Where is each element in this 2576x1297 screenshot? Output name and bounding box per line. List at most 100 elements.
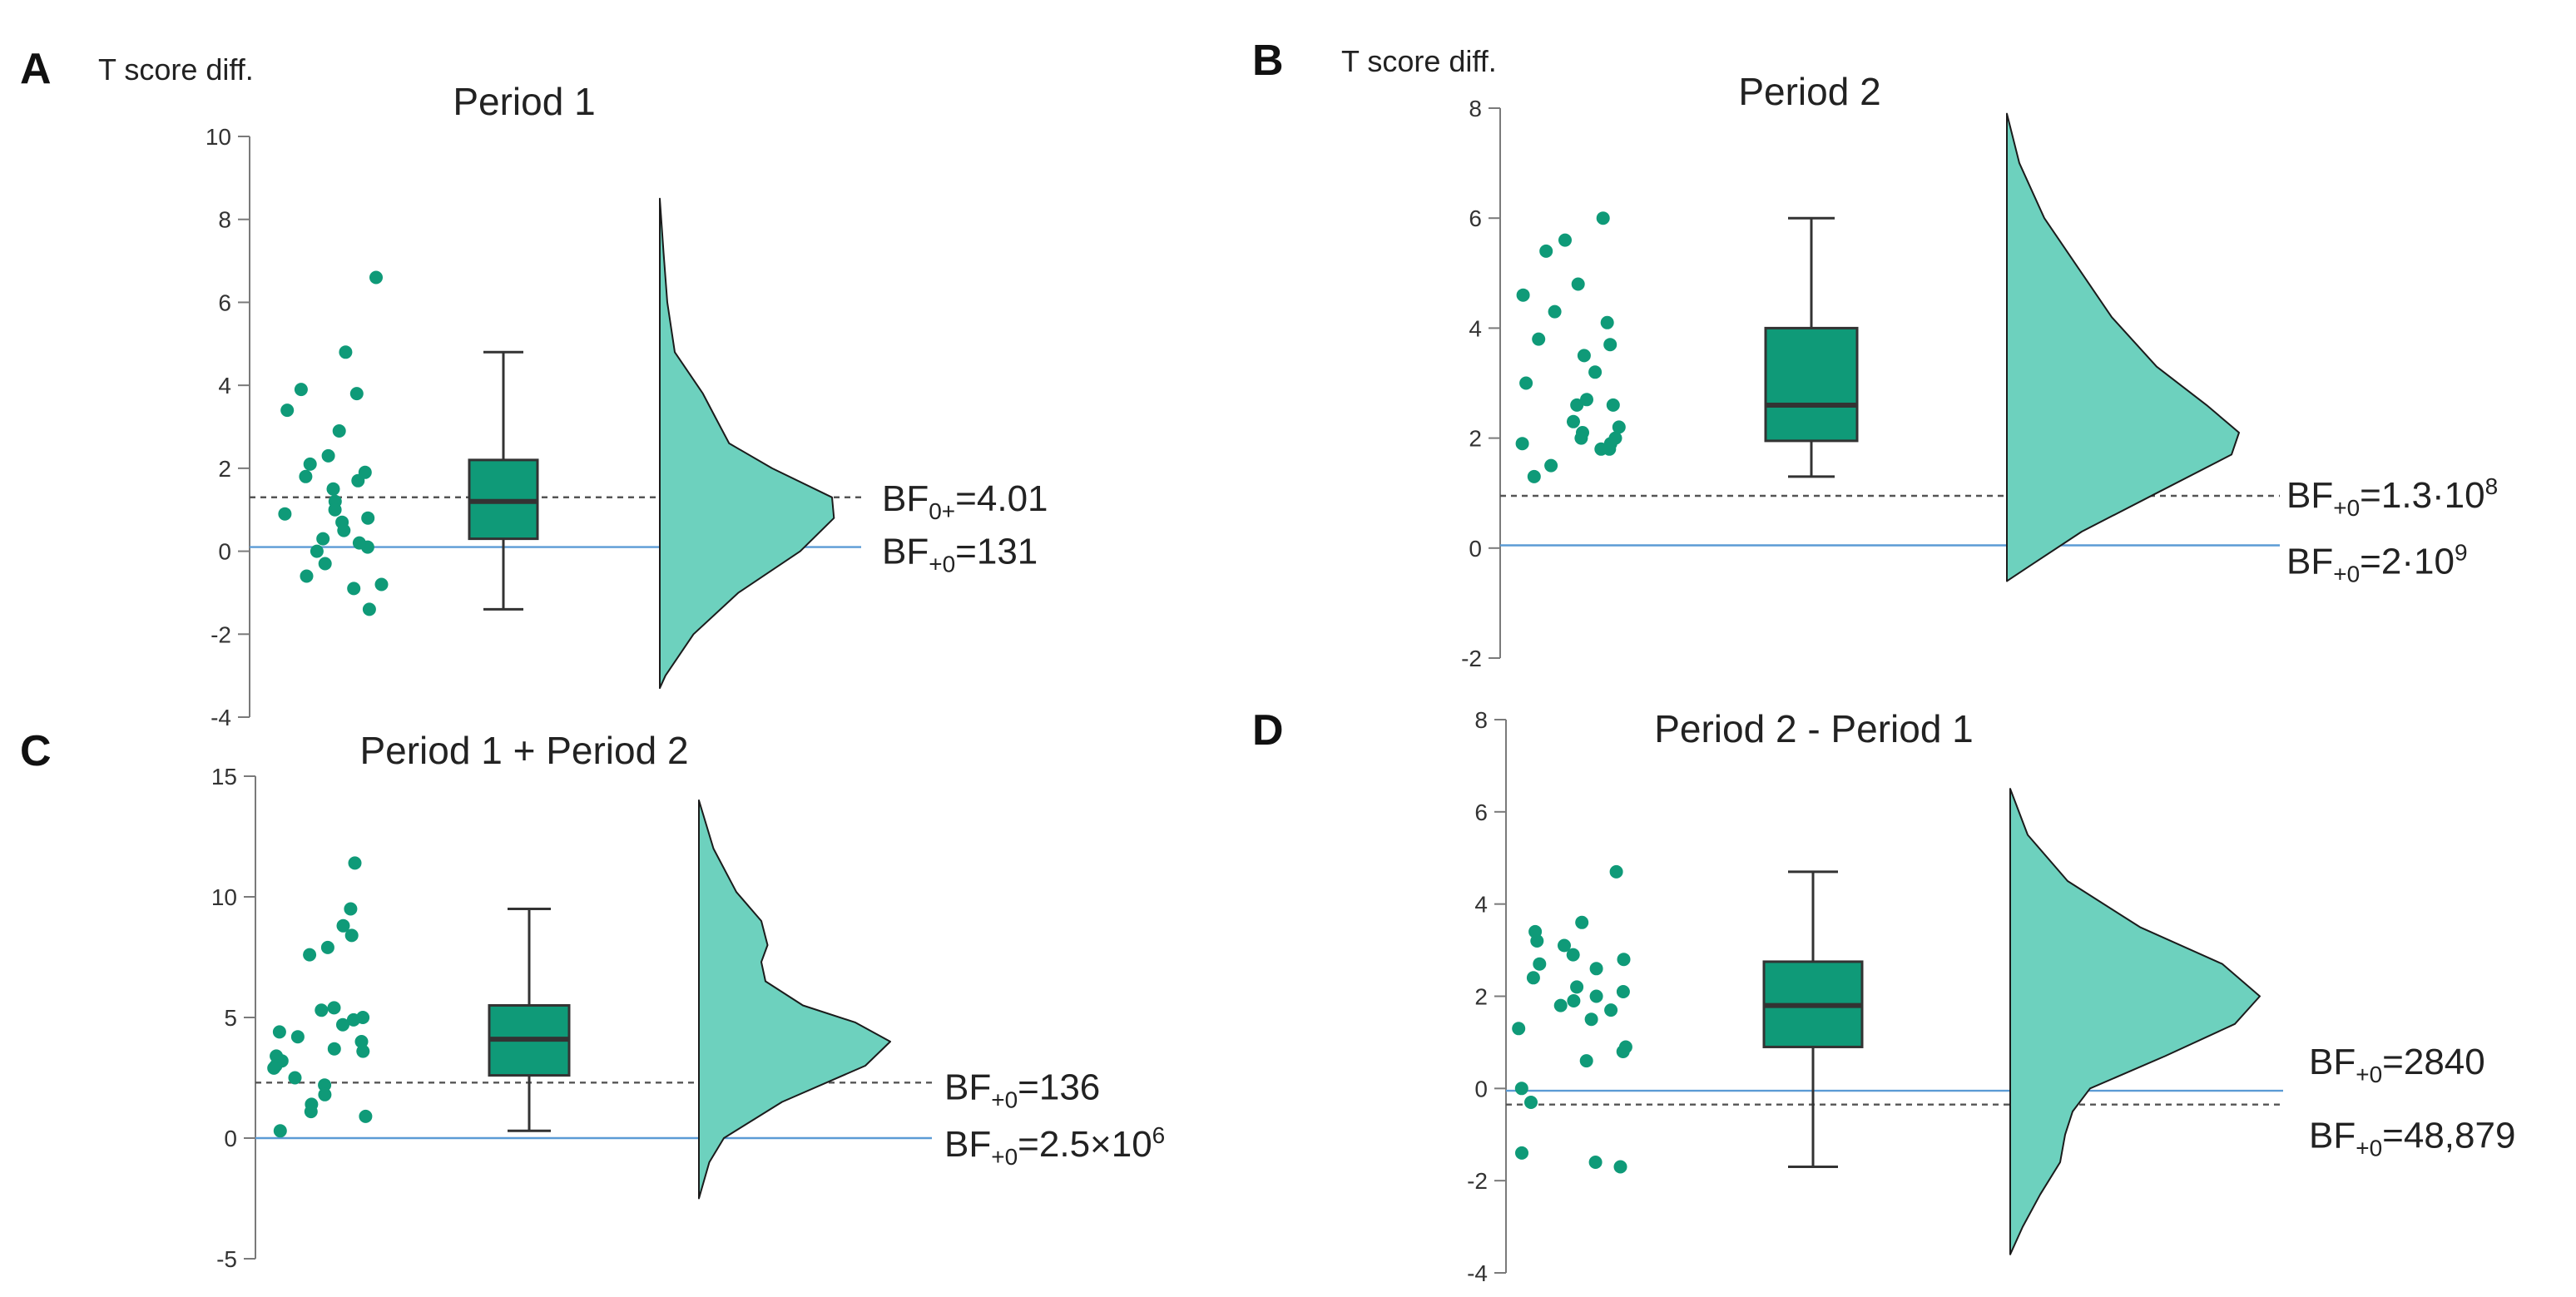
bf-label: BF+0=48,879: [2309, 1116, 2515, 1161]
y-tick-label: 2: [1469, 426, 1482, 452]
data-point: [369, 270, 383, 285]
data-point: [1566, 948, 1580, 962]
data-point: [332, 424, 346, 438]
panel-title: Period 1: [453, 80, 595, 123]
data-point: [356, 1044, 370, 1058]
data-point: [1567, 994, 1581, 1007]
data-point: [1603, 442, 1617, 456]
y-tick-label: 8: [1469, 96, 1482, 121]
y-tick-label: 10: [211, 884, 237, 910]
data-point: [344, 928, 359, 943]
data-point: [1539, 244, 1553, 258]
panel-d: D Period 2 - Period 1 -4 -2 0 2 4 6 8 BF+0=2840 BF…: [1252, 706, 2515, 1286]
y-tick-label: 4: [1474, 892, 1488, 918]
data-point: [294, 383, 308, 397]
y-tick-label: -2: [1467, 1168, 1488, 1194]
data-point: [290, 1030, 305, 1044]
data-point: [347, 582, 361, 596]
data-point: [1589, 962, 1603, 976]
data-point: [272, 1025, 286, 1039]
data-point: [1613, 1160, 1627, 1174]
data-point: [1579, 1054, 1593, 1068]
y-tick-label: 8: [218, 207, 231, 233]
bf-label: BF+0=2·109: [2286, 539, 2468, 587]
data-point: [1514, 1082, 1528, 1096]
data-point: [1519, 376, 1533, 390]
data-point: [339, 345, 353, 359]
y-tick-label: 0: [1474, 1076, 1488, 1101]
data-point: [327, 1042, 341, 1056]
y-tick-label: -2: [1461, 646, 1482, 671]
panel-label: A: [20, 45, 52, 93]
data-point: [1524, 1096, 1538, 1109]
y-tick-label: 8: [1474, 707, 1488, 733]
panel-title: Period 1 + Period 2: [359, 729, 688, 772]
panel-b: B Period 2 T score diff. -2 0 2 4 6 8 BF+0=1.3·10…: [1252, 37, 2498, 671]
data-point: [326, 482, 340, 496]
y-axis-label: T score diff.: [1341, 44, 1497, 78]
data-point: [1580, 393, 1593, 407]
bf-label: BF+0=1.3·108: [2286, 473, 2498, 521]
data-point: [1527, 469, 1541, 483]
data-point: [1612, 420, 1626, 434]
data-point: [327, 1001, 341, 1015]
data-point: [1606, 398, 1620, 412]
density-cloud: [2006, 112, 2240, 582]
data-point: [1600, 315, 1614, 329]
y-tick-label: 4: [218, 373, 231, 399]
data-point: [267, 1061, 281, 1075]
data-point: [1533, 957, 1547, 971]
y-tick-label: -4: [211, 705, 231, 730]
data-point: [310, 544, 324, 558]
data-point: [1577, 349, 1591, 363]
data-point: [1515, 437, 1529, 451]
y-tick-label: 6: [218, 290, 231, 315]
data-point: [318, 557, 332, 571]
data-point: [321, 448, 335, 463]
data-point: [346, 1012, 360, 1027]
data-point: [336, 918, 350, 933]
data-point: [299, 469, 313, 483]
data-point: [1570, 398, 1584, 412]
data-point: [318, 1087, 332, 1101]
data-point: [303, 457, 317, 471]
data-point: [1596, 211, 1610, 225]
data-point: [304, 1105, 318, 1119]
y-tick-label: 2: [218, 456, 231, 482]
density-cloud: [2009, 788, 2261, 1255]
data-point: [1558, 233, 1572, 247]
bf-label: BF+0=136: [944, 1067, 1100, 1112]
data-point: [300, 569, 314, 583]
y-tick-label: 0: [1469, 536, 1482, 562]
panel-title: Period 2: [1738, 70, 1880, 113]
data-point: [1589, 989, 1603, 1003]
data-point: [280, 403, 295, 418]
panel-label: B: [1252, 37, 1284, 85]
data-point: [337, 523, 351, 537]
bf-label: BF+0=2840: [2309, 1042, 2485, 1087]
data-point: [351, 473, 365, 488]
data-point: [344, 902, 358, 916]
data-point: [1515, 1146, 1528, 1160]
data-point: [349, 387, 364, 401]
y-tick-label: 4: [1469, 315, 1482, 341]
data-point: [1544, 458, 1558, 473]
panel-title: Period 2 - Period 1: [1654, 707, 1974, 750]
data-point: [278, 507, 292, 521]
data-point: [1532, 332, 1546, 346]
data-point: [1616, 985, 1630, 998]
data-point: [1571, 277, 1585, 291]
data-point: [288, 1071, 302, 1085]
box-iqr: [1764, 326, 1859, 443]
y-tick-label: -5: [216, 1246, 237, 1272]
data-point: [1575, 915, 1589, 929]
data-point: [1574, 431, 1588, 445]
y-tick-label: -2: [211, 621, 231, 647]
bf-label: BF+0=131: [882, 532, 1038, 577]
y-tick-label: 2: [1474, 984, 1488, 1010]
data-point: [1604, 1003, 1618, 1017]
y-tick-label: -4: [1467, 1260, 1488, 1286]
y-tick-label: 15: [211, 764, 237, 790]
data-point: [1558, 938, 1571, 953]
